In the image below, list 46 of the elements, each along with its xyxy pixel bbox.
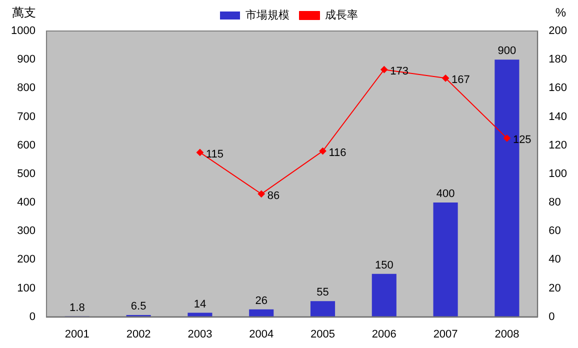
- data-label: 86: [267, 190, 280, 202]
- y2-tick-label: 180: [548, 54, 568, 66]
- y2-tick-label: 80: [548, 196, 561, 209]
- y-tick-label: 100: [17, 282, 36, 294]
- y-axis-title: 萬支: [12, 5, 36, 20]
- x-tick-label: 2004: [249, 328, 274, 340]
- x-tick-label: 2006: [372, 328, 396, 340]
- y-tick-label: 0: [29, 310, 36, 323]
- y-tick-label: 900: [17, 54, 36, 66]
- y2-tick-label: 120: [548, 139, 568, 152]
- y2-axis-title: %: [555, 5, 566, 20]
- y2-tick-label: 60: [548, 225, 561, 238]
- data-label: 115: [206, 148, 224, 160]
- x-tick-label: 2002: [126, 328, 151, 340]
- y2-tick-label: 0: [548, 310, 555, 323]
- y2-tick-label: 140: [548, 110, 568, 123]
- data-label: 900: [498, 45, 516, 58]
- data-label: 400: [436, 188, 455, 200]
- x-tick-label: 2007: [433, 328, 458, 340]
- data-label: 167: [452, 74, 470, 86]
- x-tick-label: 2005: [310, 328, 335, 340]
- y2-tick-label: 160: [548, 82, 568, 94]
- x-tick-label: 2003: [188, 328, 212, 340]
- y-tick-label: 200: [17, 254, 36, 266]
- y2-tick-label: 40: [548, 254, 561, 266]
- y-tick-label: 600: [17, 139, 36, 152]
- y-tick-label: 800: [17, 82, 36, 94]
- x-tick-label: 2001: [64, 328, 90, 340]
- legend-label: 市場規模: [246, 8, 290, 22]
- x-tick-label: 2008: [494, 328, 520, 340]
- y2-tick-label: 200: [548, 25, 568, 38]
- data-label: 14: [194, 298, 206, 310]
- legend-label: 成長率: [325, 8, 358, 22]
- data-label: 55: [316, 286, 329, 299]
- data-label: 116: [328, 147, 346, 160]
- y2-tick-label: 20: [548, 282, 561, 294]
- y-tick-label: 300: [17, 225, 36, 238]
- data-label: 1.8: [70, 302, 85, 314]
- y-tick-label: 700: [17, 110, 36, 123]
- data-label: 26: [255, 294, 268, 307]
- y-tick-label: 400: [17, 196, 36, 209]
- y-tick-label: 500: [17, 168, 36, 180]
- data-label: 6.5: [130, 300, 146, 312]
- y-tick-label: 1000: [10, 25, 36, 38]
- data-label: 150: [374, 259, 394, 272]
- y2-tick-label: 100: [548, 168, 568, 180]
